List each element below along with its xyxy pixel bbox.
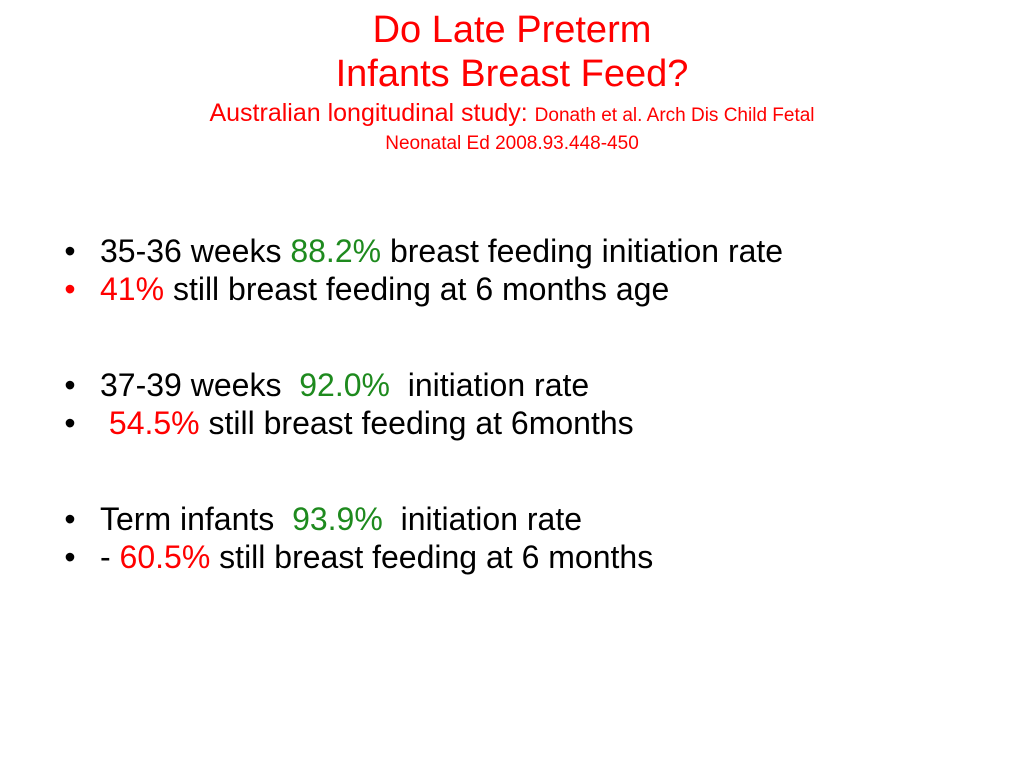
bullet-item-late-preterm-initiation: • 35-36 weeks 88.2% breast feeding initia…	[60, 232, 1000, 270]
citation-part-1: Donath et al. Arch Dis Child Fetal	[534, 105, 815, 126]
bullet-dot-icon: •	[64, 367, 76, 403]
citation-part-2: Neonatal Ed 2008.93.448-450	[385, 133, 639, 154]
bullet-value: 93.9%	[292, 501, 383, 537]
bullet-item-late-preterm-6months: • 41% still breast feeding at 6 months ag…	[60, 270, 1000, 308]
subtitle-lead: Australian longitudinal study:	[209, 99, 535, 127]
bullet-text-post: initiation rate	[389, 367, 590, 403]
bullet-text-pre	[100, 405, 109, 441]
bullet-value: 60.5%	[119, 539, 211, 575]
bullet-text-post: still breast feeding at 6months	[199, 405, 634, 441]
bullet-value: 54.5%	[108, 405, 200, 441]
bullet-dot-icon: •	[64, 405, 76, 441]
bullet-dot-icon: •	[64, 233, 76, 269]
bullet-item-term-initiation: • Term infants 93.9% initiation rate	[60, 500, 1000, 538]
bullet-value: 41%	[100, 271, 165, 307]
bullet-text-pre: 35-36 weeks	[100, 233, 291, 269]
bullet-text-post: breast feeding initiation rate	[381, 233, 784, 269]
title-block: Do Late Preterm Infants Breast Feed? Aus…	[40, 8, 984, 157]
bullet-list: • 35-36 weeks 88.2% breast feeding initia…	[60, 232, 1000, 576]
bullet-dot-icon: •	[64, 539, 76, 575]
bullet-text-post: still breast feeding at 6 months	[210, 539, 654, 575]
bullet-dot-icon: •	[64, 271, 76, 307]
title-line-1: Do Late Preterm	[372, 9, 652, 51]
bullet-value: 92.0%	[299, 367, 390, 403]
title-line-2: Infants Breast Feed?	[335, 53, 689, 95]
bullet-item-early-term-6months: • 54.5% still breast feeding at 6months	[60, 404, 1000, 442]
bullet-text-post: still breast feeding at 6 months age	[164, 271, 670, 307]
bullet-text-pre: -	[100, 539, 120, 575]
bullet-text-post: initiation rate	[382, 501, 583, 537]
bullet-text-pre: 37-39 weeks	[100, 367, 300, 403]
bullet-text-pre: Term infants	[100, 501, 293, 537]
bullet-dot-icon: •	[64, 501, 76, 537]
subtitle-line: Australian longitudinal study: Donath et…	[40, 98, 984, 131]
bullet-item-term-6months: • - 60.5% still breast feeding at 6 month…	[60, 538, 1000, 576]
bullet-item-early-term-initiation: • 37-39 weeks 92.0% initiation rate	[60, 366, 1000, 404]
bullet-value: 88.2%	[290, 233, 382, 269]
